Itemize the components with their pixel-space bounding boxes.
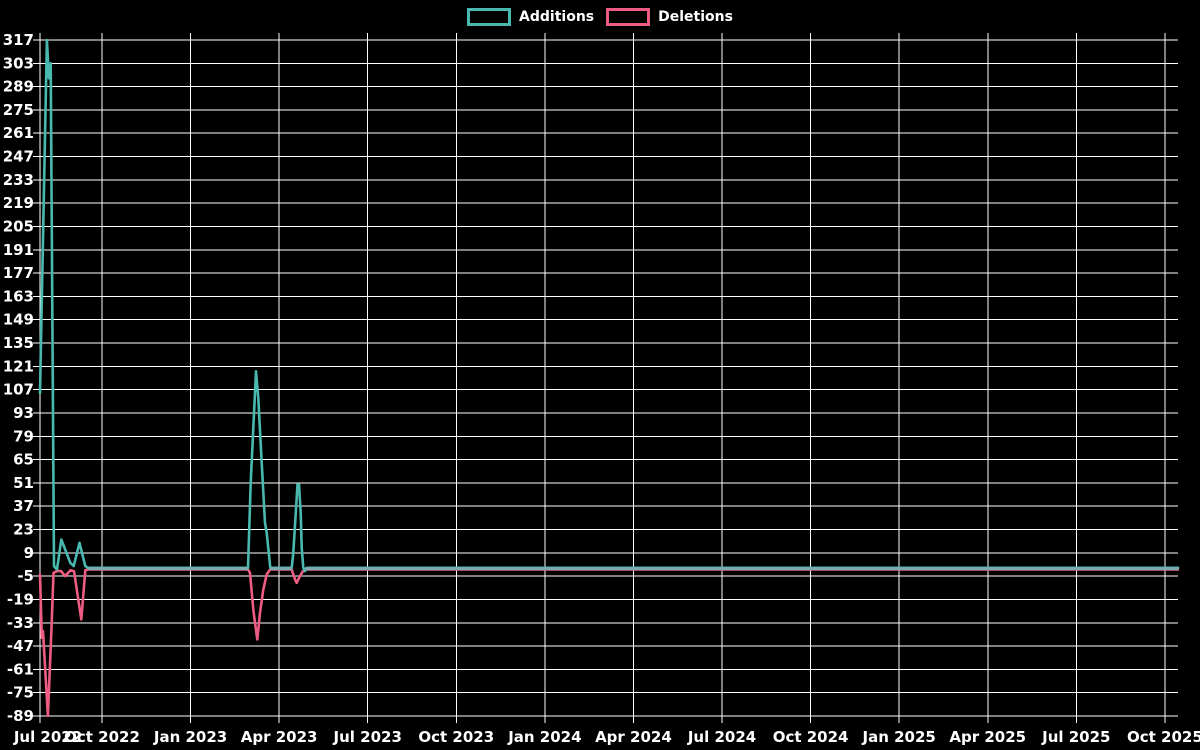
additions-line xyxy=(38,38,1180,573)
y-axis-label: 37 xyxy=(13,497,34,515)
y-axis-label: 261 xyxy=(3,124,34,142)
y-axis-label: 233 xyxy=(3,171,34,189)
x-axis-label: Jul 2025 xyxy=(1041,728,1110,746)
x-axis-label: Jan 2024 xyxy=(507,728,581,746)
y-axis-label: 247 xyxy=(3,148,34,166)
y-axis-label: 275 xyxy=(3,101,34,119)
y-axis-label: 121 xyxy=(3,357,34,375)
deletions-line xyxy=(38,568,1180,718)
y-axis-label: 51 xyxy=(13,474,34,492)
y-axis-label: -19 xyxy=(7,590,34,608)
x-axis-label: Oct 2024 xyxy=(773,728,849,746)
additions-swatch-icon xyxy=(467,8,512,26)
y-axis-label: 219 xyxy=(3,194,34,212)
x-axis-label: Jul 2022 xyxy=(13,728,82,746)
y-axis-label: 289 xyxy=(3,78,34,96)
legend-label-additions: Additions xyxy=(519,9,595,25)
y-axis-label: 93 xyxy=(13,404,34,422)
x-axis-label: Oct 2022 xyxy=(64,728,140,746)
x-axis-label: Jul 2024 xyxy=(687,728,756,746)
y-axis-label: 107 xyxy=(3,381,34,399)
y-axis-label: 23 xyxy=(13,521,34,539)
legend-item-additions[interactable]: Additions xyxy=(467,8,594,26)
y-axis-label: 191 xyxy=(3,241,34,259)
y-axis-label: -47 xyxy=(7,637,34,655)
deletions-swatch-icon xyxy=(606,8,651,26)
chart-legend: Additions Deletions xyxy=(0,8,1200,26)
x-axis-label: Apr 2025 xyxy=(949,728,1026,746)
x-axis-label: Oct 2023 xyxy=(418,728,494,746)
y-axis-label: 163 xyxy=(3,287,34,305)
y-axis-label: 9 xyxy=(24,544,34,562)
y-axis-label: -61 xyxy=(7,660,34,678)
y-axis-label: 149 xyxy=(3,311,34,329)
y-axis-label: -89 xyxy=(7,707,34,725)
y-axis-label: 65 xyxy=(13,451,34,469)
y-axis-label: -33 xyxy=(7,614,34,632)
y-axis-label: 317 xyxy=(3,31,34,49)
x-axis-label: Jul 2023 xyxy=(333,728,402,746)
y-axis-label: 177 xyxy=(3,264,34,282)
x-axis-label: Jan 2023 xyxy=(153,728,227,746)
y-axis-label: 135 xyxy=(3,334,34,352)
y-axis-label: -75 xyxy=(7,684,34,702)
x-axis-label: Jan 2025 xyxy=(861,728,935,746)
legend-label-deletions: Deletions xyxy=(658,9,733,25)
y-axis-label: 79 xyxy=(13,427,34,445)
y-axis-label: 205 xyxy=(3,217,34,235)
y-axis-label: -5 xyxy=(17,567,34,585)
y-axis-label: 303 xyxy=(3,54,34,72)
x-axis-label: Apr 2023 xyxy=(241,728,318,746)
x-axis-label: Oct 2025 xyxy=(1127,728,1200,746)
legend-item-deletions[interactable]: Deletions xyxy=(606,8,733,26)
x-axis-label: Apr 2024 xyxy=(595,728,672,746)
